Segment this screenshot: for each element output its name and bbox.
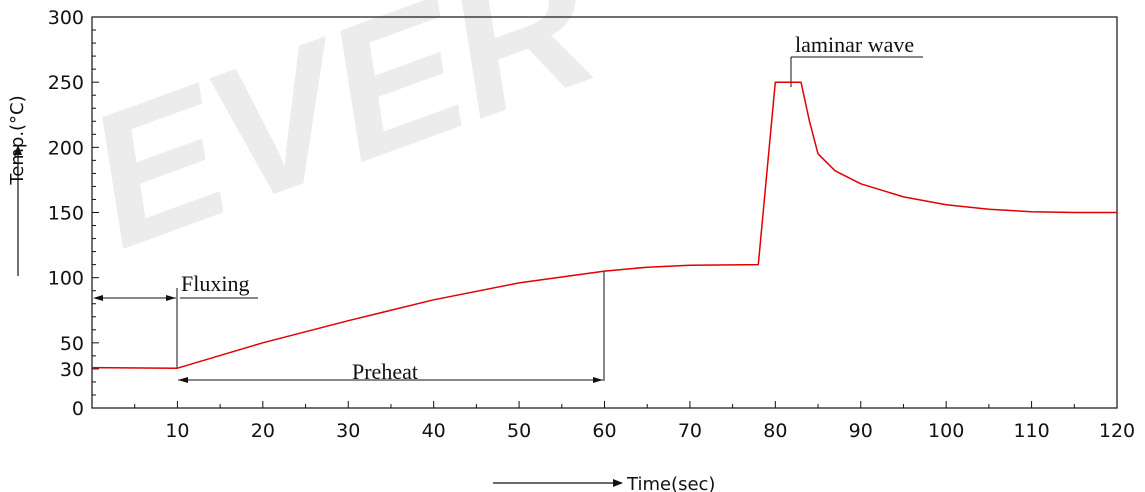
- x-tick-label: 10: [165, 420, 189, 442]
- x-tick-label: 100: [928, 420, 964, 442]
- laminar-wave-label: laminar wave: [795, 32, 914, 57]
- laminar-wave-annotation: laminar wave: [791, 32, 923, 87]
- watermark: EVER: [62, 0, 621, 289]
- x-tick-label: 120: [1099, 420, 1135, 442]
- x-tick-label: 40: [422, 420, 446, 442]
- x-tick-label: 50: [507, 420, 531, 442]
- x-tick-label: 110: [1013, 420, 1049, 442]
- fluxing-annotation: Fluxing: [93, 271, 258, 368]
- y-tick-label: 30: [60, 359, 84, 381]
- fluxing-arrowhead-right: [166, 295, 176, 301]
- x-axis-ticks: 10 20 30 40 50 60 70 80 90 100 110 120: [165, 401, 1135, 442]
- x-tick-label: 90: [849, 420, 873, 442]
- y-tick-label: 100: [48, 268, 84, 290]
- y-tick-label: 250: [48, 72, 84, 94]
- preheat-label: Preheat: [352, 359, 418, 384]
- x-tick-label: 80: [763, 420, 787, 442]
- preheat-arrowhead-left: [178, 377, 188, 383]
- x-tick-label: 60: [592, 420, 616, 442]
- preheat-arrowhead-right: [593, 377, 603, 383]
- fluxing-label: Fluxing: [181, 271, 249, 296]
- y-tick-label: 50: [60, 333, 84, 355]
- y-tick-label: 0: [72, 398, 84, 420]
- x-tick-label: 30: [336, 420, 360, 442]
- fluxing-arrowhead-left: [93, 295, 103, 301]
- x-tick-label: 20: [251, 420, 275, 442]
- y-axis-title: Temp.(°C): [7, 95, 28, 185]
- y-axis-ticks: 0 30 50 100 150 200 250 300: [48, 7, 99, 420]
- x-tick-label: 70: [678, 420, 702, 442]
- y-tick-label: 300: [48, 7, 84, 29]
- y-tick-label: 200: [48, 137, 84, 159]
- y-tick-label: 150: [48, 203, 84, 225]
- x-axis-title: Time(sec): [626, 474, 715, 492]
